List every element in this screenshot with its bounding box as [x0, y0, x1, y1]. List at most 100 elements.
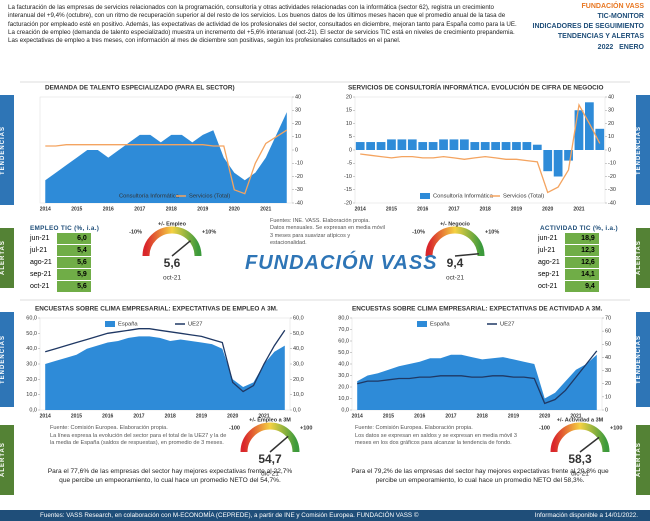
gauge-min: -10%: [412, 229, 425, 235]
note: Fuente: Comisión Europea. Elaboración pr…: [50, 425, 230, 448]
x-tick-label: 2021: [260, 206, 271, 212]
table-row: oct-21 5,6: [26, 280, 92, 293]
area: [45, 112, 287, 203]
x-tick-label: 2021: [570, 413, 581, 419]
table-value: 12,3: [563, 244, 600, 257]
y2-tick-label: -20: [295, 174, 303, 180]
alerts-strip: ALERTAS: [0, 228, 14, 288]
footer: Fuentes: VASS Research, en colaboración …: [0, 510, 650, 521]
legend-label: Consultoría Informática: [433, 194, 494, 200]
trends-strip: TENDENCIAS: [636, 95, 650, 205]
y-tick-label: -20: [344, 200, 352, 206]
x-tick-label: 2014: [40, 413, 51, 419]
line: [45, 328, 286, 393]
bar: [355, 142, 365, 150]
bar: [407, 139, 417, 150]
table-row: ago-21 12,6: [534, 256, 600, 269]
method: Los datos se expresan en saldos y se exp…: [355, 432, 518, 447]
y2-tick-label: 70: [605, 315, 611, 321]
y-tick-label: 15: [346, 108, 352, 114]
trends-strip: TENDENCIAS: [0, 95, 14, 205]
summary: Para el 77,6% de las empresas del sector…: [47, 468, 293, 484]
table-period: sep-21: [30, 271, 52, 278]
date: 2022 ENERO: [514, 43, 644, 53]
bar: [460, 139, 469, 150]
legend-label: España: [430, 322, 450, 328]
bar: [470, 142, 480, 150]
source: Fuente: Comisión Europea. Elaboración pr…: [355, 425, 473, 431]
gauge-arc: [142, 226, 202, 257]
gauge-title: +/- Empleo: [158, 221, 187, 227]
y2-tick-label: 0: [295, 147, 298, 153]
legend-label: Servicios (Total): [189, 194, 230, 200]
y-tick-label: 5: [349, 134, 352, 140]
table-value: 5,9: [55, 268, 92, 281]
y2-tick-label: 30: [295, 108, 301, 114]
y2-tick-label: -10: [608, 161, 616, 167]
bar: [449, 139, 459, 150]
x-tick-label: 2020: [542, 206, 553, 212]
legend-label: España: [118, 322, 138, 328]
table-value: 6,0: [55, 232, 92, 245]
y2-tick-label: 30,0: [293, 361, 304, 367]
x-tick-label: 2019: [196, 413, 207, 419]
bar: [543, 150, 553, 172]
line: [357, 350, 598, 405]
x-tick-label: 2015: [383, 413, 394, 419]
bar: [595, 128, 605, 150]
table-row: jun-21 6,0: [26, 232, 92, 245]
x-tick-label: 2021: [573, 206, 584, 212]
x-tick-label: 2017: [133, 413, 144, 419]
y2-tick-label: 20: [608, 121, 614, 127]
table-value: 9,4: [563, 280, 600, 293]
bar: [418, 142, 428, 150]
y2-tick-label: -30: [295, 187, 303, 193]
chart-title: DEMANDA DE TALENTO ESPECIALIZADO (PARA E…: [45, 85, 235, 92]
y-tick-label: 20: [346, 94, 352, 100]
gauge-title: +/- Actividad a 3M: [557, 417, 604, 423]
chart-title: ENCUESTAS SOBRE CLIMA EMPRESARIAL: EXPEC…: [352, 306, 603, 313]
y2-tick-label: 0,0: [293, 407, 301, 413]
gauge-value: 58,3: [568, 452, 592, 466]
y-tick-label: 10,0: [26, 392, 37, 398]
y-tick-label: 10,0: [338, 396, 349, 402]
gauge-value: 54,7: [258, 452, 282, 466]
bar: [564, 150, 573, 161]
y2-tick-label: -30: [608, 187, 616, 193]
chart-title: ENCUESTAS SOBRE CLIMA EMPRESARIAL: EXPEC…: [35, 306, 278, 313]
x-tick-label: 2021: [258, 413, 269, 419]
alerts-strip: ALERTAS: [636, 425, 650, 495]
header-line: INDICADORES DE SEGUIMIENTO: [532, 23, 645, 31]
bar: [387, 139, 396, 150]
gauge-max: +100: [300, 425, 312, 431]
y2-tick-label: 30: [605, 368, 611, 374]
gauge-period: oct-21: [446, 275, 464, 282]
gauge-value: 9,4: [447, 256, 464, 270]
legend-swatch: [417, 321, 427, 327]
x-tick-label: 2016: [414, 413, 425, 419]
trends-strip: TENDENCIAS: [0, 312, 14, 407]
table-row: sep-21 5,9: [26, 268, 92, 281]
y-tick-label: 30,0: [338, 373, 349, 379]
area: [45, 336, 285, 410]
bar: [491, 142, 500, 150]
x-tick-label: 2014: [355, 206, 366, 212]
y2-tick-label: -10: [295, 161, 303, 167]
y-tick-label: 10: [346, 121, 352, 127]
x-tick-label: 2019: [197, 206, 208, 212]
table-row: ago-21 5,6: [26, 256, 92, 269]
bar: [574, 110, 584, 150]
footer-sources: Fuentes: VASS Research, en colaboración …: [40, 512, 419, 519]
x-tick-label: 2016: [102, 413, 113, 419]
center-note: Fuentes: INE. VASS. Elaboración propia. …: [270, 218, 385, 247]
y-tick-label: 60,0: [26, 315, 37, 321]
y-tick-label: 30,0: [26, 361, 37, 367]
y-tick-label: 0,0: [341, 407, 349, 413]
table-period: ago-21: [538, 259, 560, 266]
line: [360, 102, 601, 194]
y2-tick-label: 20: [295, 121, 301, 127]
x-tick-label: 2016: [103, 206, 114, 212]
y-tick-label: 20,0: [338, 384, 349, 390]
x-tick-label: 2015: [71, 206, 82, 212]
